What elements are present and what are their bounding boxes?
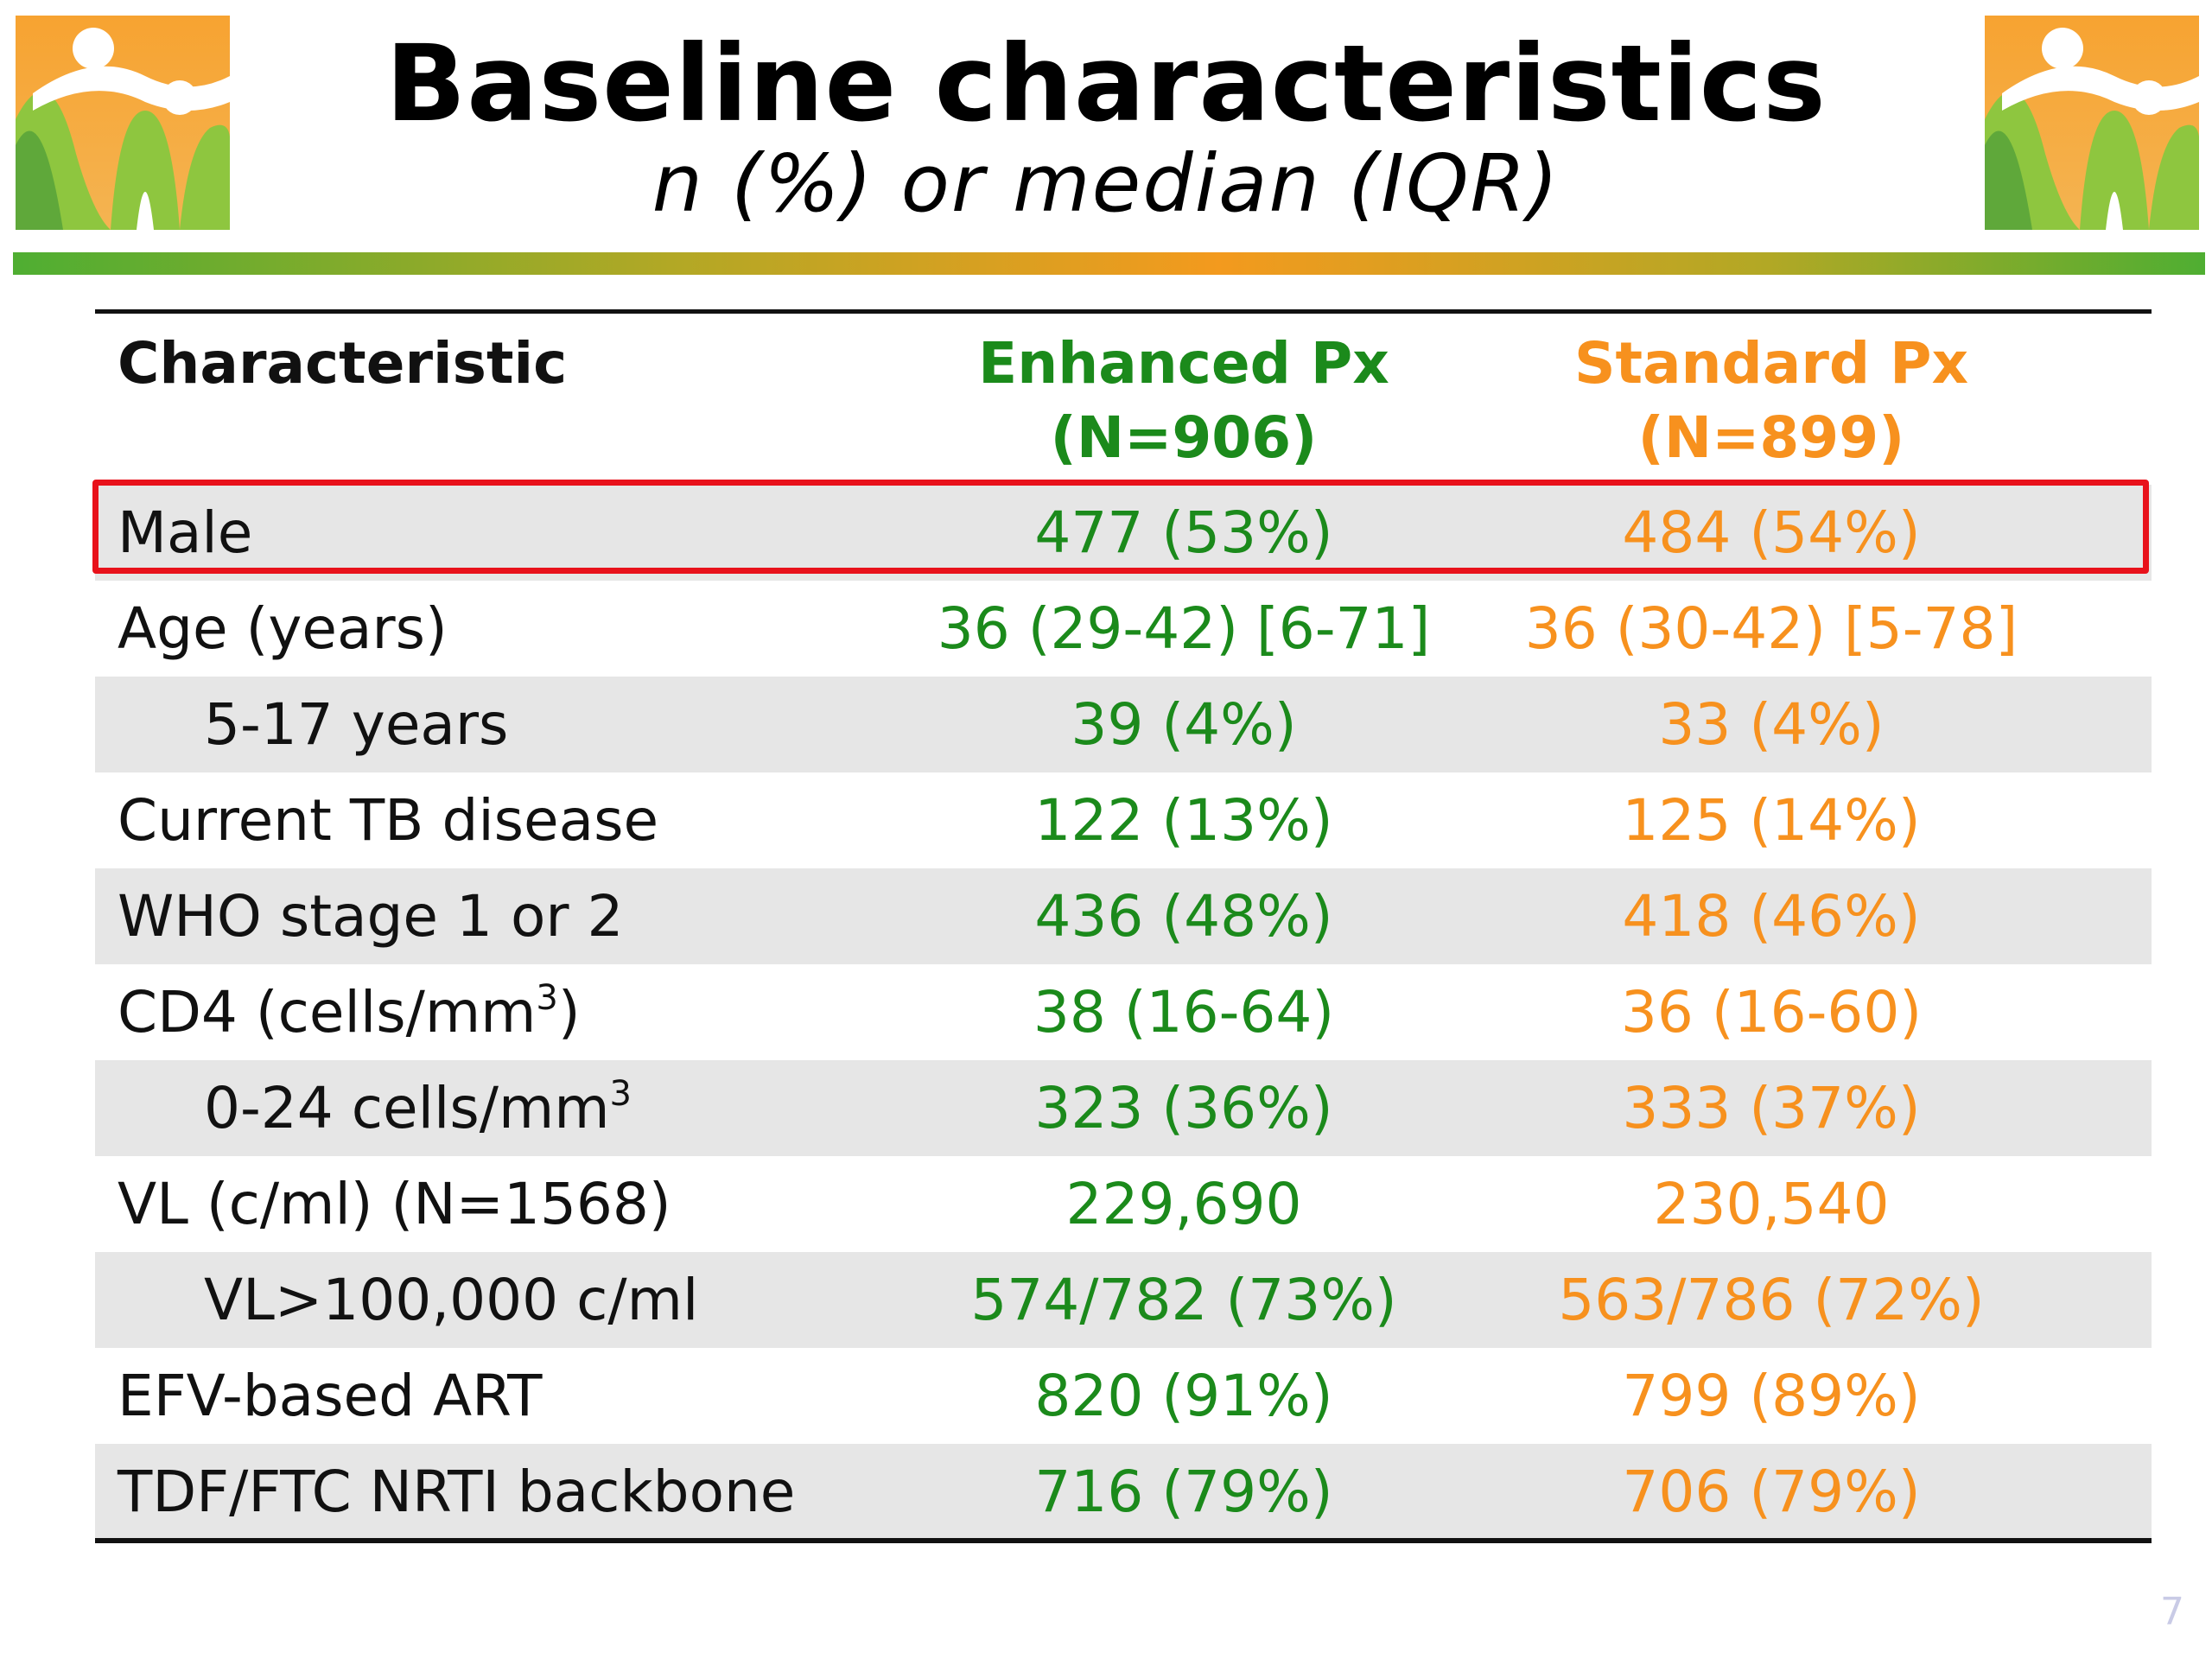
row-label: TDF/FTC NRTI backbone [118, 1459, 796, 1525]
header-divider [13, 252, 2205, 275]
row-enhanced-value: 477 (53%) [1034, 499, 1333, 566]
row-standard-value: 563/786 (72%) [1558, 1267, 1985, 1333]
table-row: CD4 (cells/mm3) 38 (16-64) 36 (16-60) [95, 964, 2152, 1060]
header-standard-name: Standard Px [1573, 330, 1969, 397]
table-row: EFV-based ART 820 (91%) 799 (89%) [95, 1348, 2152, 1444]
row-standard-value: 333 (37%) [1622, 1075, 1921, 1141]
page-number: 7 [2160, 1590, 2184, 1634]
male-row-highlight [92, 480, 2149, 574]
row-enhanced-value: 716 (79%) [1034, 1459, 1333, 1525]
row-label: 0-24 cells/mm3 [204, 1060, 632, 1156]
row-label-text: CD4 (cells/mm [118, 979, 537, 1046]
row-label: VL (c/ml) (N=1568) [118, 1171, 671, 1237]
table-row: 5-17 years 39 (4%) 33 (4%) [95, 677, 2152, 772]
row-standard-value: 125 (14%) [1622, 787, 1921, 854]
row-enhanced-value: 229,690 [1065, 1171, 1302, 1237]
row-standard-value: 418 (46%) [1622, 883, 1921, 950]
table-row: Age (years) 36 (29-42) [6-71] 36 (30-42)… [95, 581, 2152, 677]
row-standard-value: 706 (79%) [1622, 1459, 1921, 1525]
table-row: VL>100,000 c/ml 574/782 (73%) 563/786 (7… [95, 1252, 2152, 1348]
row-label: CD4 (cells/mm3) [118, 964, 581, 1060]
table-row: TDF/FTC NRTI backbone 716 (79%) 706 (79%… [95, 1444, 2152, 1540]
row-enhanced-value: 436 (48%) [1034, 883, 1333, 950]
row-enhanced-value: 323 (36%) [1034, 1075, 1333, 1141]
row-enhanced-value: 38 (16-64) [1033, 979, 1335, 1046]
header-enhanced: Enhanced Px (N=906) [907, 327, 1460, 475]
row-label: Current TB disease [118, 787, 659, 854]
row-label: 5-17 years [204, 691, 509, 758]
table-row: WHO stage 1 or 2 436 (48%) 418 (46%) [95, 868, 2152, 964]
header-characteristic: Characteristic [118, 330, 568, 397]
table-row: VL (c/ml) (N=1568) 229,690 230,540 [95, 1156, 2152, 1252]
table-row: Current TB disease 122 (13%) 125 (14%) [95, 772, 2152, 868]
table-top-rule [95, 309, 2152, 314]
row-standard-value: 230,540 [1653, 1171, 1890, 1237]
row-label-text: 0-24 cells/mm [204, 1075, 610, 1141]
row-label-superscript: 3 [536, 978, 558, 1018]
family-logo-icon [1985, 16, 2199, 230]
header-standard-n: (N=899) [1637, 404, 1905, 471]
row-label-suffix: ) [557, 979, 581, 1046]
header-enhanced-n: (N=906) [1050, 404, 1318, 471]
row-standard-value: 33 (4%) [1658, 691, 1885, 758]
row-label: EFV-based ART [118, 1363, 543, 1429]
row-enhanced-value: 36 (29-42) [6-71] [937, 595, 1431, 662]
row-standard-value: 36 (30-42) [5-78] [1524, 595, 2018, 662]
table-bottom-rule [95, 1538, 2152, 1543]
row-label: VL>100,000 c/ml [204, 1267, 699, 1333]
row-label: Age (years) [118, 595, 448, 662]
header-standard: Standard Px (N=899) [1495, 327, 2048, 475]
row-enhanced-value: 820 (91%) [1034, 1363, 1333, 1429]
row-standard-value: 36 (16-60) [1620, 979, 1923, 1046]
row-enhanced-value: 574/782 (73%) [970, 1267, 1397, 1333]
row-label: WHO stage 1 or 2 [118, 883, 624, 950]
row-standard-value: 799 (89%) [1622, 1363, 1921, 1429]
row-enhanced-value: 39 (4%) [1071, 691, 1297, 758]
row-standard-value: 484 (54%) [1622, 499, 1921, 566]
slide-title: Baseline characteristics [385, 22, 1827, 145]
row-label-superscript: 3 [609, 1074, 632, 1114]
row-enhanced-value: 122 (13%) [1034, 787, 1333, 854]
family-logo-icon [16, 16, 230, 230]
slide-subtitle: n (%) or median (IQR) [652, 137, 1560, 230]
row-label: Male [118, 499, 253, 566]
table-row: 0-24 cells/mm3 323 (36%) 333 (37%) [95, 1060, 2152, 1156]
table-row: Male 477 (53%) 484 (54%) [95, 485, 2152, 581]
header-enhanced-name: Enhanced Px [978, 330, 1389, 397]
